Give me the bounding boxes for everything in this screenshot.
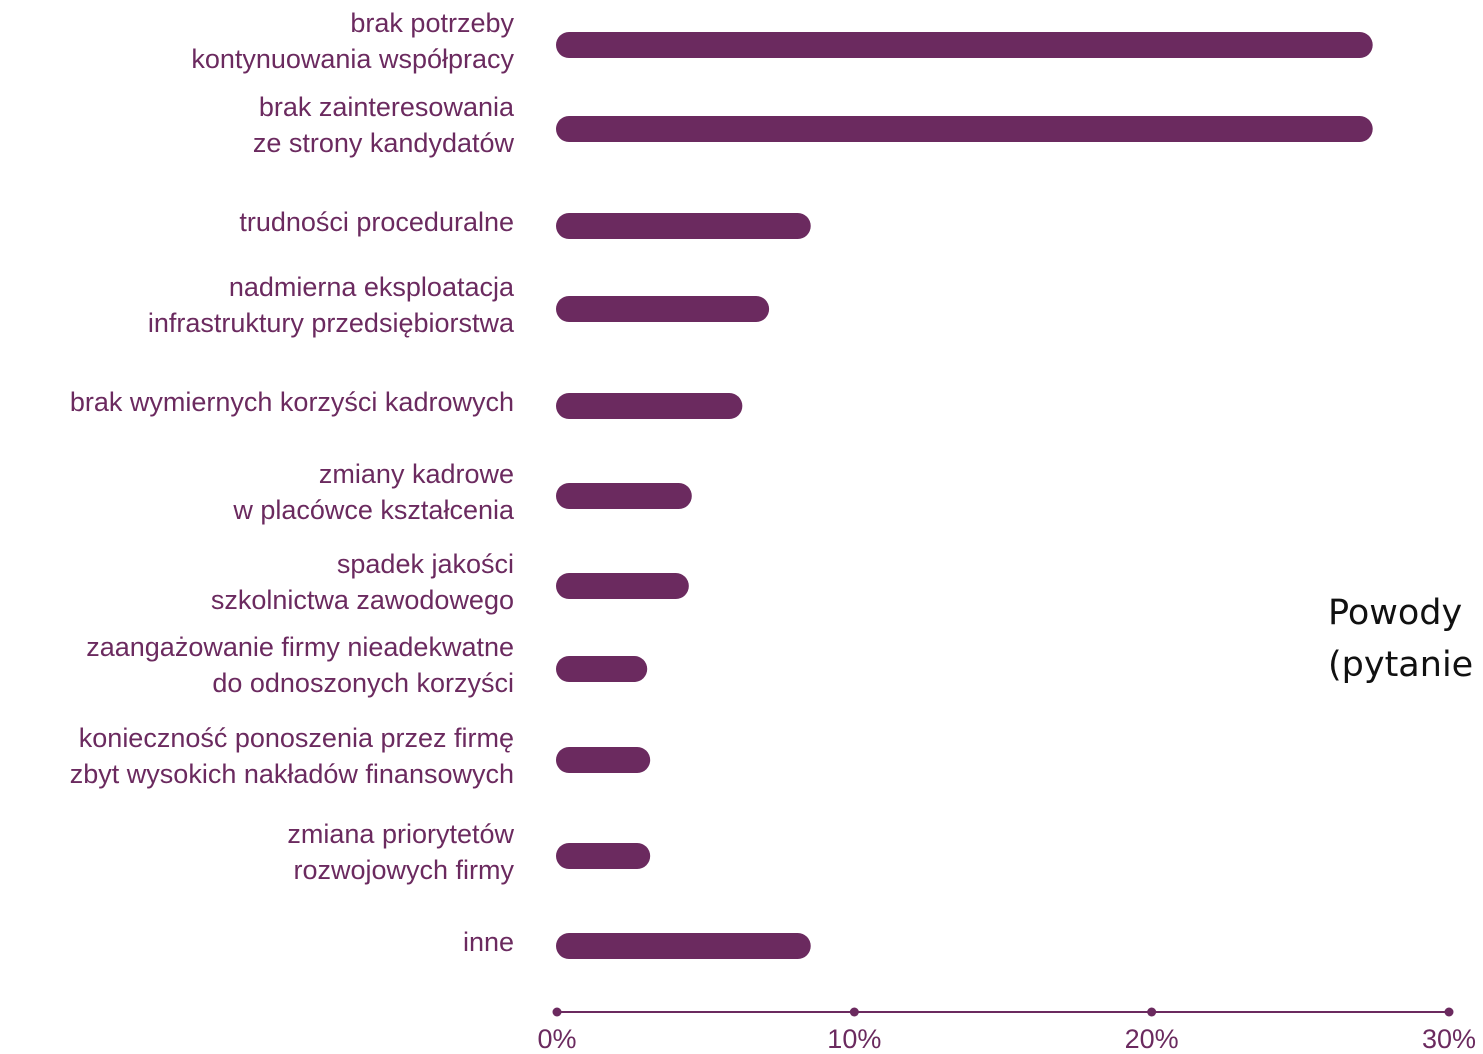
tick-mark <box>1444 1007 1454 1017</box>
category-label: szkolnictwa zawodowego <box>211 585 514 615</box>
annotation: (pytanie <box>1328 645 1473 685</box>
category-label: spadek jakości <box>337 549 514 579</box>
bar <box>556 213 811 239</box>
category-label: kontynuowania współpracy <box>191 44 514 74</box>
category-label: zaangażowanie firmy nieadekwatne <box>86 632 514 662</box>
category-label: w placówce kształcenia <box>232 495 515 525</box>
category-label: infrastruktury przedsiębiorstwa <box>148 308 515 338</box>
category-label: nadmierna eksploatacja <box>229 272 515 302</box>
annotation: Powody <box>1328 593 1462 633</box>
tick-mark <box>849 1007 859 1017</box>
category-label: zmiany kadrowe <box>319 459 514 489</box>
bar <box>556 393 743 419</box>
category-label: konieczność ponoszenia przez firmę <box>79 723 514 753</box>
category-label: brak wymiernych korzyści kadrowych <box>70 387 514 417</box>
category-label: trudności proceduralne <box>239 207 514 237</box>
bar <box>556 296 770 322</box>
tick-mark <box>1147 1007 1157 1017</box>
bar <box>556 573 689 599</box>
bar <box>556 116 1373 142</box>
x-tick-label: 20% <box>1125 1024 1179 1054</box>
bar <box>556 483 692 509</box>
category-label: zbyt wysokich nakładów finansowych <box>70 759 514 789</box>
bar <box>556 933 811 959</box>
category-label: do odnoszonych korzyści <box>212 668 514 698</box>
x-tick-label: 30% <box>1422 1024 1476 1054</box>
bar <box>556 747 651 773</box>
tick-mark <box>552 1007 562 1017</box>
category-label: ze strony kandydatów <box>253 128 515 158</box>
bar <box>556 32 1373 58</box>
category-label: rozwojowych firmy <box>293 855 514 885</box>
x-tick-label: 0% <box>537 1024 576 1054</box>
bar <box>556 656 648 682</box>
category-label: brak zainteresowania <box>259 92 515 122</box>
category-label: zmiana priorytetów <box>287 819 514 849</box>
category-label: inne <box>463 927 514 957</box>
x-tick-label: 10% <box>827 1024 881 1054</box>
category-label: brak potrzeby <box>350 8 514 38</box>
bar <box>556 843 651 869</box>
